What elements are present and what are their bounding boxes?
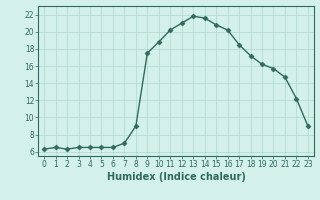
X-axis label: Humidex (Indice chaleur): Humidex (Indice chaleur) [107, 172, 245, 182]
